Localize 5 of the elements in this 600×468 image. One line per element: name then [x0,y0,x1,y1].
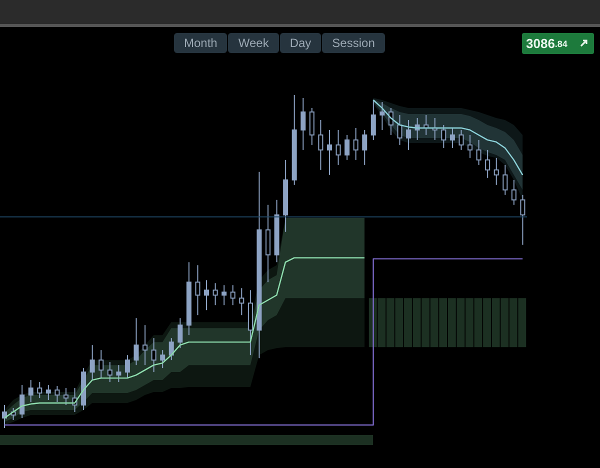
text: Day [280,33,322,53]
text: Month [174,33,228,53]
text: Session [322,33,385,53]
text: Week [228,33,279,53]
text: 3086.84 [526,36,568,51]
